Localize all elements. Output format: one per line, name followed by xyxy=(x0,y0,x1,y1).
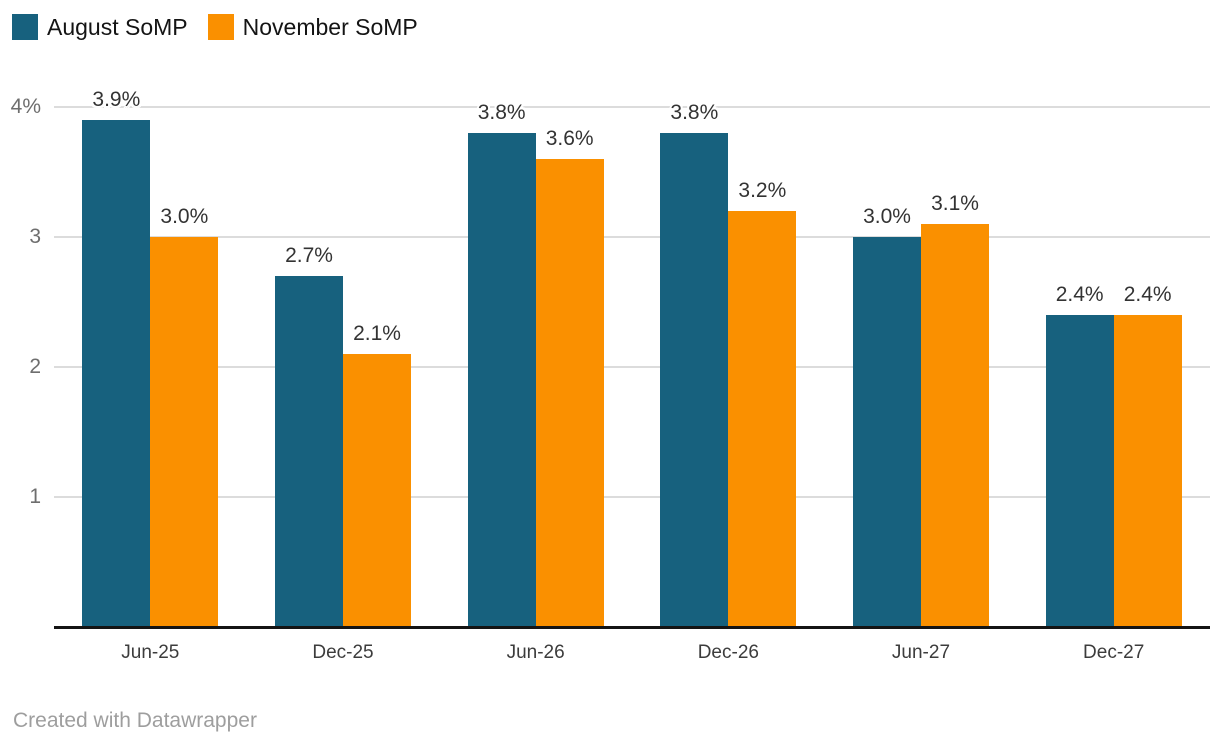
bar-november-somp-jun-25 xyxy=(150,237,219,627)
value-label: 3.1% xyxy=(931,192,979,215)
gridline xyxy=(54,236,1210,238)
value-label: 3.0% xyxy=(863,205,911,228)
bar-november-somp-jun-26 xyxy=(535,159,604,627)
value-label: 3.8% xyxy=(670,101,719,124)
y-tick-label: 2 xyxy=(29,355,41,378)
bar-august-somp-dec-26 xyxy=(660,133,729,627)
value-label: 2.7% xyxy=(285,244,333,267)
value-label: 3.8% xyxy=(477,101,526,124)
bar-august-somp-dec-27 xyxy=(1045,315,1114,627)
legend-label: November SoMP xyxy=(242,14,418,40)
x-axis-line xyxy=(54,626,1210,629)
gridline xyxy=(54,106,1210,108)
legend-item-november-somp: November SoMP xyxy=(207,13,418,41)
x-tick-label: Dec-27 xyxy=(1083,642,1145,663)
value-label: 3.9% xyxy=(92,88,141,111)
x-tick-label: Dec-25 xyxy=(312,642,374,663)
bar-november-somp-jun-27 xyxy=(921,224,989,627)
x-tick-label: Jun-27 xyxy=(891,642,951,663)
credit-link[interactable]: Created with Datawrapper xyxy=(13,709,257,732)
legend-swatch xyxy=(207,14,234,40)
bar-november-somp-dec-25 xyxy=(343,354,411,627)
bar-august-somp-jun-25 xyxy=(82,120,151,627)
bar-august-somp-jun-26 xyxy=(467,133,536,627)
value-label: 2.4% xyxy=(1055,283,1104,306)
bar-august-somp-dec-25 xyxy=(275,276,343,627)
gridline xyxy=(54,496,1210,498)
bar-november-somp-dec-27 xyxy=(1113,315,1182,627)
x-tick-label: Dec-26 xyxy=(697,642,759,663)
value-label: 3.6% xyxy=(545,127,594,150)
legend-label: August SoMP xyxy=(47,14,188,40)
bar-august-somp-jun-27 xyxy=(853,237,921,627)
value-label: 3.2% xyxy=(738,179,787,202)
value-label: 3.0% xyxy=(160,205,209,228)
y-tick-label: 4% xyxy=(10,95,41,118)
legend-swatch xyxy=(12,14,38,40)
chart-legend: August SoMP November SoMP xyxy=(12,13,418,41)
bar-november-somp-dec-26 xyxy=(728,211,797,627)
value-label: 2.1% xyxy=(353,322,401,345)
legend-item-august-somp: August SoMP xyxy=(12,13,188,41)
value-label: 2.4% xyxy=(1123,283,1172,306)
x-tick-label: Jun-26 xyxy=(506,642,565,663)
x-tick-label: Jun-25 xyxy=(121,642,180,663)
y-tick-label: 3 xyxy=(29,225,41,248)
gridline xyxy=(54,366,1210,368)
y-tick-label: 1 xyxy=(29,485,41,508)
